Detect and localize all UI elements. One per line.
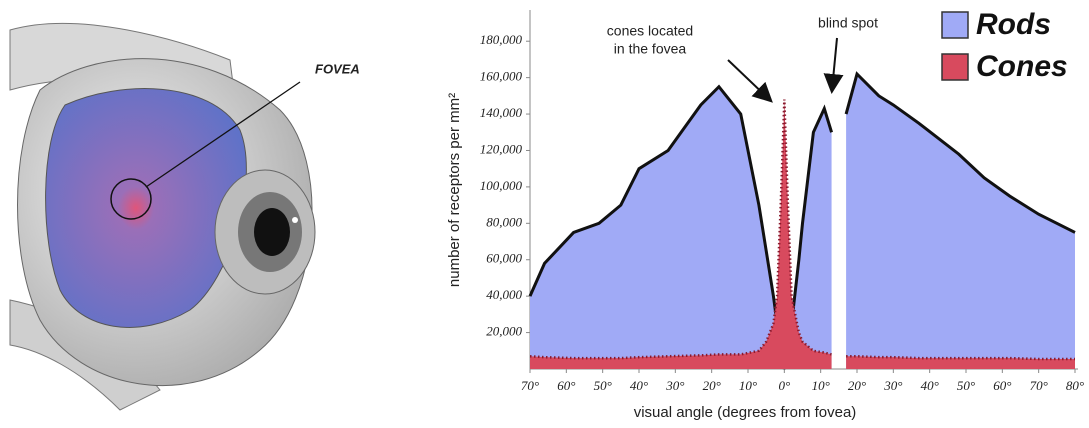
y-tick-label: 20,000 xyxy=(486,324,522,339)
x-tick-label: 0° xyxy=(778,378,790,393)
area xyxy=(530,73,1075,369)
annotation-arrow xyxy=(823,37,844,94)
annotation: cones located xyxy=(607,23,693,39)
area-outline xyxy=(528,71,1076,370)
legend-swatch xyxy=(941,53,969,81)
y-tick-label: 160,000 xyxy=(480,69,523,84)
x-tick-label: 30° xyxy=(665,378,684,393)
annotation: blind spot xyxy=(818,15,878,31)
legend-swatch xyxy=(941,11,969,39)
y-axis-label: number of receptors per mm² xyxy=(446,93,463,287)
x-tick-label: 40° xyxy=(630,378,648,393)
x-tick-label: 70° xyxy=(521,378,539,393)
x-tick-label: 50° xyxy=(957,378,975,393)
y-tick-label: 80,000 xyxy=(486,214,522,229)
x-tick-label: 20° xyxy=(848,378,866,393)
x-tick-label: 80° xyxy=(1066,378,1084,393)
y-tick-label: 60,000 xyxy=(486,251,522,266)
legend-label: Rods xyxy=(976,8,1051,41)
annotation: in the fovea xyxy=(614,41,687,57)
y-tick-label: 140,000 xyxy=(480,105,523,120)
y-tick-label: 120,000 xyxy=(480,141,523,156)
y-tick-label: 100,000 xyxy=(480,178,523,193)
eye-illustration xyxy=(9,22,316,411)
x-tick-label: 40° xyxy=(921,378,939,393)
x-axis-label: visual angle (degrees from fovea) xyxy=(634,404,857,421)
x-tick-label: 20° xyxy=(703,378,721,393)
legend-label: Cones xyxy=(976,50,1068,83)
y-tick-label: 180,000 xyxy=(480,32,523,47)
x-tick-label: 50° xyxy=(594,378,612,393)
x-tick-label: 10° xyxy=(739,378,757,393)
x-tick-label: 60° xyxy=(557,378,575,393)
x-tick-label: 70° xyxy=(1030,378,1048,393)
y-tick-label: 40,000 xyxy=(486,287,522,302)
annotation-arrow xyxy=(727,59,773,103)
x-tick-label: 60° xyxy=(993,378,1011,393)
area-outline xyxy=(529,99,1075,361)
fovea-label: FOVEA xyxy=(315,61,360,76)
x-tick-label: 30° xyxy=(883,378,902,393)
x-tick-label: 10° xyxy=(812,378,830,393)
